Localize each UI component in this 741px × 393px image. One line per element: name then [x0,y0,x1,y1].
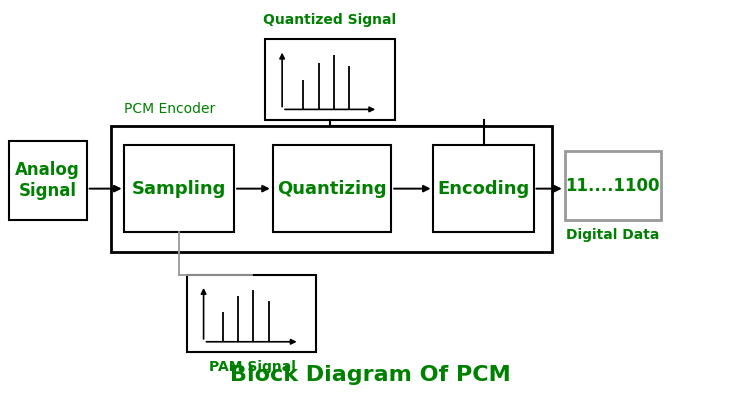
FancyBboxPatch shape [124,145,234,232]
FancyBboxPatch shape [187,275,316,352]
Text: Quantized Signal: Quantized Signal [263,13,396,27]
Text: Quantizing: Quantizing [277,180,387,198]
Text: Encoding: Encoding [437,180,530,198]
Text: Sampling: Sampling [132,180,227,198]
Text: PAM Signal: PAM Signal [208,360,296,374]
Text: 11....1100: 11....1100 [565,177,660,195]
Text: Analog
Signal: Analog Signal [16,162,80,200]
Text: Digital Data: Digital Data [566,228,659,242]
FancyBboxPatch shape [9,141,87,220]
Text: Block Diagram Of PCM: Block Diagram Of PCM [230,365,511,385]
Text: PCM Encoder: PCM Encoder [124,102,216,116]
FancyBboxPatch shape [273,145,391,232]
FancyBboxPatch shape [565,151,661,220]
FancyBboxPatch shape [265,39,395,120]
FancyBboxPatch shape [433,145,534,232]
FancyBboxPatch shape [111,126,552,252]
